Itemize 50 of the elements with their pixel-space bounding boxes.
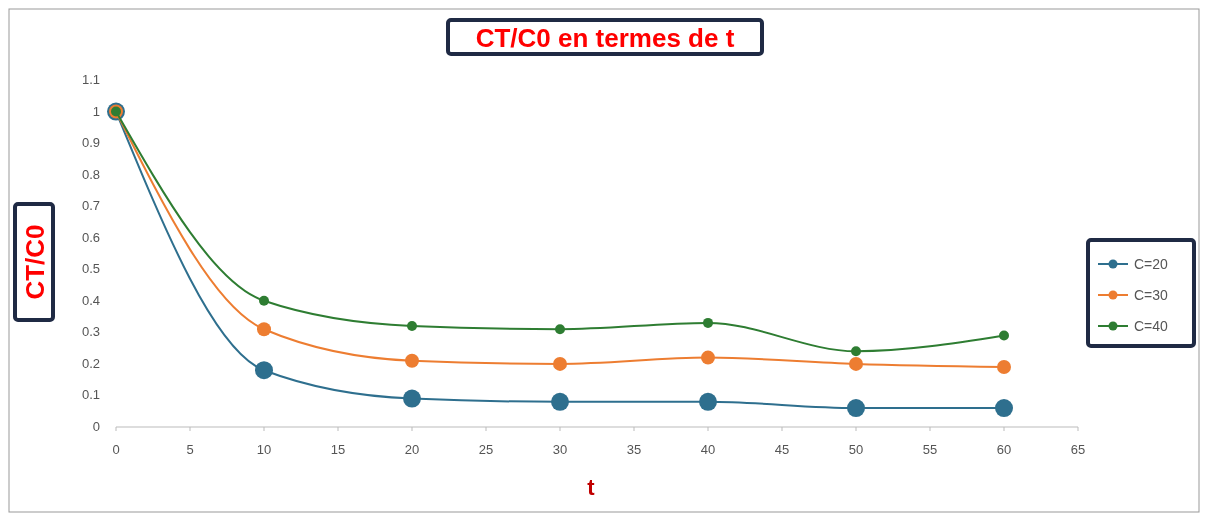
y-tick-label: 1: [92, 103, 100, 119]
y-tick-label: 0.6: [81, 229, 100, 245]
x-tick-label: 10: [256, 442, 272, 457]
point: [995, 399, 1013, 418]
y-tick-label: 0.7: [81, 198, 100, 214]
point: [403, 389, 421, 408]
point: [699, 392, 717, 411]
x-tick-label: 0: [112, 442, 120, 457]
x-tick-label: 45: [774, 442, 790, 457]
y-axis-title: CT/C0: [20, 224, 50, 300]
y-tick-label: 1.1: [81, 72, 100, 87]
point: [555, 324, 565, 335]
x-tick-label: 65: [1070, 442, 1086, 457]
y-tick-label: 0.1: [81, 387, 100, 403]
point: [851, 346, 861, 357]
x-tick-label: 25: [478, 442, 494, 457]
point: [999, 330, 1009, 341]
point: [407, 321, 417, 332]
x-axis-title: t: [587, 475, 596, 500]
x-tick-label: 35: [626, 442, 642, 457]
point: [255, 361, 273, 380]
legend-label: C=40: [1134, 318, 1169, 334]
y-tick-label: 0.9: [81, 135, 100, 151]
x-tick-label: 40: [700, 442, 716, 457]
y-tick-label: 0: [92, 419, 100, 434]
point: [997, 360, 1011, 375]
x-tick-label: 15: [330, 442, 346, 457]
point: [849, 356, 863, 371]
x-tick-label: 55: [922, 442, 938, 457]
legend-label: C=20: [1134, 256, 1169, 272]
chart-title: CT/C0 en termes de t: [475, 23, 735, 53]
y-tick-label: 0.3: [81, 324, 100, 340]
x-tick-label: 20: [404, 442, 420, 457]
x-tick-label: 5: [186, 442, 194, 457]
x-tick-label: 60: [996, 442, 1012, 457]
x-tick-label: 50: [848, 442, 864, 457]
point: [257, 322, 271, 337]
x-tick-label: 30: [552, 442, 568, 457]
point: [847, 399, 865, 418]
y-tick-label: 0.5: [81, 261, 100, 277]
point: [405, 353, 419, 368]
point: [701, 350, 715, 365]
point: [553, 356, 567, 371]
point: [703, 317, 713, 328]
point: [259, 295, 269, 306]
point: [551, 392, 569, 411]
y-tick-label: 0.8: [81, 166, 100, 182]
y-tick-label: 0.2: [81, 355, 100, 371]
y-tick-label: 0.4: [81, 292, 100, 308]
legend-label: C=30: [1134, 287, 1169, 303]
